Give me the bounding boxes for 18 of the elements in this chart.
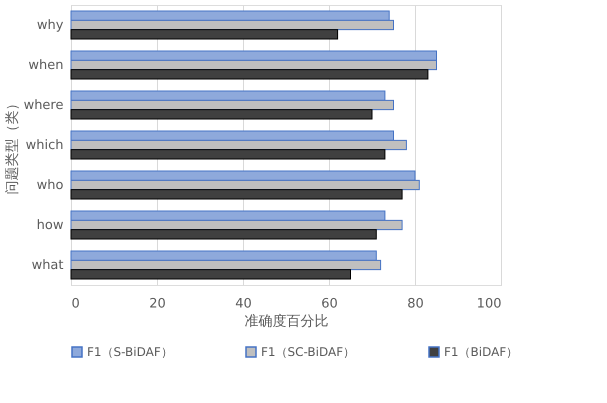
x-tick-label: 0 [72, 296, 80, 312]
x-tick-label: 80 [407, 296, 424, 312]
y-tick-label: where [24, 98, 64, 113]
legend-label: F1（SC-BiDAF） [261, 345, 356, 359]
x-axis-title: 准确度百分比 [244, 314, 328, 330]
x-tick-label: 20 [149, 296, 166, 312]
x-tick-label: 60 [321, 296, 338, 312]
y-tick-label: what [32, 258, 64, 273]
legend-label: F1（BiDAF） [444, 345, 518, 359]
x-tick-label: 100 [476, 296, 502, 312]
y-tick-label: which [26, 138, 64, 153]
y-tick-label: when [28, 58, 64, 73]
x-tick-label: 40 [235, 296, 252, 312]
y-axis-title: 问题类型（类） [4, 96, 21, 194]
y-tick-label: why [36, 18, 64, 33]
y-tick-label: how [36, 218, 64, 233]
legend-label: F1（S-BiDAF） [87, 345, 173, 359]
y-tick-label: who [36, 178, 64, 193]
